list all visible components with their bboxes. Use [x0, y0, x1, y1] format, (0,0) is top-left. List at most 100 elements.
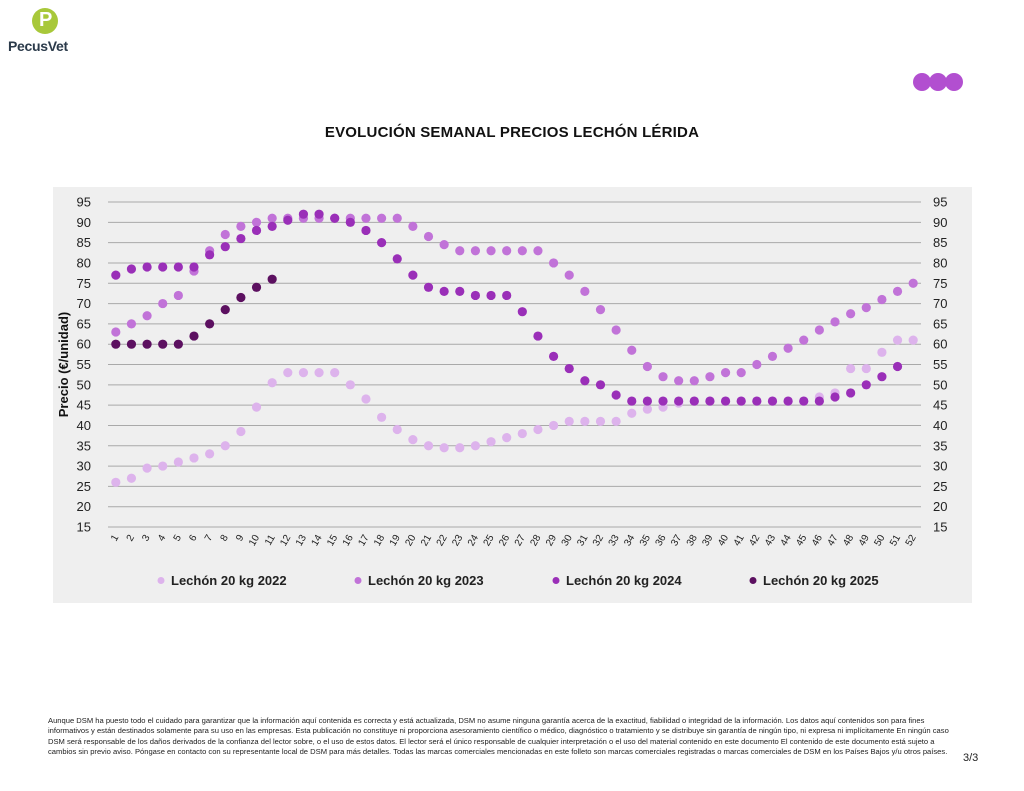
data-point-series-2: [720, 368, 731, 378]
y-tick-label: 75: [77, 276, 91, 291]
data-point-series-1: [627, 408, 637, 418]
data-point-series-2: [377, 213, 387, 223]
y-tick-label-right: 95: [933, 195, 947, 210]
data-point-series-2: [752, 359, 762, 370]
data-point-series-1: [595, 416, 606, 426]
x-tick-label: 42: [747, 533, 762, 549]
x-tick-label: 28: [528, 533, 543, 549]
y-tick-label-right: 55: [933, 357, 947, 372]
data-point-series-4: [111, 339, 121, 349]
data-point-series-3: [627, 396, 637, 406]
y-tick-label-right: 80: [933, 255, 947, 270]
data-point-series-3: [595, 380, 606, 390]
data-point-series-1: [236, 426, 246, 437]
data-point-series-1: [220, 441, 230, 451]
data-point-series-2: [548, 258, 559, 268]
x-tick-label: 34: [622, 533, 637, 549]
x-tick-label: 29: [544, 533, 559, 549]
data-point-series-3: [158, 262, 168, 272]
legend-marker: [157, 577, 165, 584]
data-point-series-2: [173, 290, 183, 301]
data-point-series-3: [799, 396, 809, 406]
data-point-series-2: [439, 240, 449, 250]
data-point-series-1: [908, 335, 918, 345]
logo-text: PecusVet: [8, 38, 68, 54]
y-tick-label: 35: [77, 438, 91, 453]
data-point-series-2: [783, 343, 793, 353]
data-point-series-1: [533, 424, 543, 435]
data-point-series-2: [611, 325, 621, 335]
data-point-series-3: [111, 270, 121, 280]
data-point-series-3: [580, 376, 590, 386]
data-point-series-3: [251, 225, 262, 236]
x-tick-label: 39: [700, 533, 715, 549]
data-point-series-4: [251, 282, 262, 292]
data-point-series-1: [111, 477, 121, 487]
data-point-series-2: [220, 229, 230, 240]
legend-marker: [552, 577, 560, 584]
data-point-series-2: [689, 376, 699, 386]
y-tick-label-right: 30: [933, 459, 947, 474]
data-point-series-2: [251, 217, 262, 227]
data-point-series-1: [392, 424, 402, 435]
data-point-series-2: [705, 372, 715, 382]
data-point-series-4: [205, 319, 215, 329]
data-point-series-1: [205, 449, 215, 459]
data-point-series-4: [142, 339, 152, 349]
data-point-series-3: [705, 396, 715, 406]
x-tick-label: 7: [203, 533, 216, 544]
data-point-series-3: [345, 217, 355, 227]
page-number: 3/3: [963, 752, 979, 764]
data-point-series-1: [361, 394, 371, 404]
x-tick-label: 6: [187, 533, 200, 544]
y-tick-label-right: 70: [933, 296, 947, 311]
data-point-series-3: [423, 282, 434, 292]
y-tick-label-right: 35: [933, 438, 947, 453]
y-tick-label: 50: [77, 377, 91, 392]
y-tick-label: 85: [77, 235, 91, 250]
legend-marker: [354, 577, 362, 584]
data-point-series-1: [861, 363, 871, 374]
data-point-series-2: [908, 278, 918, 288]
x-tick-label: 13: [294, 533, 309, 549]
data-point-series-4: [220, 305, 230, 315]
data-point-series-1: [345, 380, 355, 390]
data-point-series-2: [736, 368, 746, 378]
x-tick-label: 25: [482, 533, 497, 549]
legend-marker: [749, 577, 757, 584]
data-point-series-1: [580, 416, 590, 426]
data-point-series-2: [595, 305, 606, 315]
x-tick-label: 3: [140, 533, 153, 544]
x-tick-label: 22: [435, 533, 450, 549]
x-tick-label: 46: [810, 533, 825, 549]
data-point-series-2: [658, 372, 668, 382]
data-point-series-2: [627, 345, 637, 355]
data-point-series-1: [158, 461, 168, 471]
data-point-series-3: [470, 290, 481, 301]
x-tick-label: 24: [466, 533, 481, 549]
y-tick-label: 60: [77, 337, 91, 352]
data-point-series-3: [767, 396, 778, 406]
data-point-series-1: [189, 453, 199, 463]
y-tick-label-right: 85: [933, 235, 947, 250]
data-point-series-1: [314, 368, 324, 378]
data-point-series-2: [564, 270, 574, 280]
data-point-series-3: [173, 262, 183, 272]
data-point-series-4: [158, 339, 168, 349]
data-point-series-1: [251, 402, 262, 412]
data-point-series-3: [408, 270, 418, 280]
x-tick-label: 48: [841, 533, 856, 549]
x-tick-label: 51: [888, 533, 903, 549]
data-point-series-1: [892, 335, 903, 345]
dot-icon: [913, 73, 931, 91]
x-tick-label: 45: [794, 533, 809, 549]
data-point-series-3: [720, 396, 731, 406]
data-point-series-3: [283, 215, 293, 225]
data-point-series-2: [892, 286, 903, 296]
data-point-series-3: [658, 396, 668, 406]
y-tick-label-right: 75: [933, 276, 947, 291]
x-tick-label: 5: [172, 533, 185, 544]
data-point-series-2: [111, 327, 121, 337]
data-point-series-1: [283, 368, 293, 378]
